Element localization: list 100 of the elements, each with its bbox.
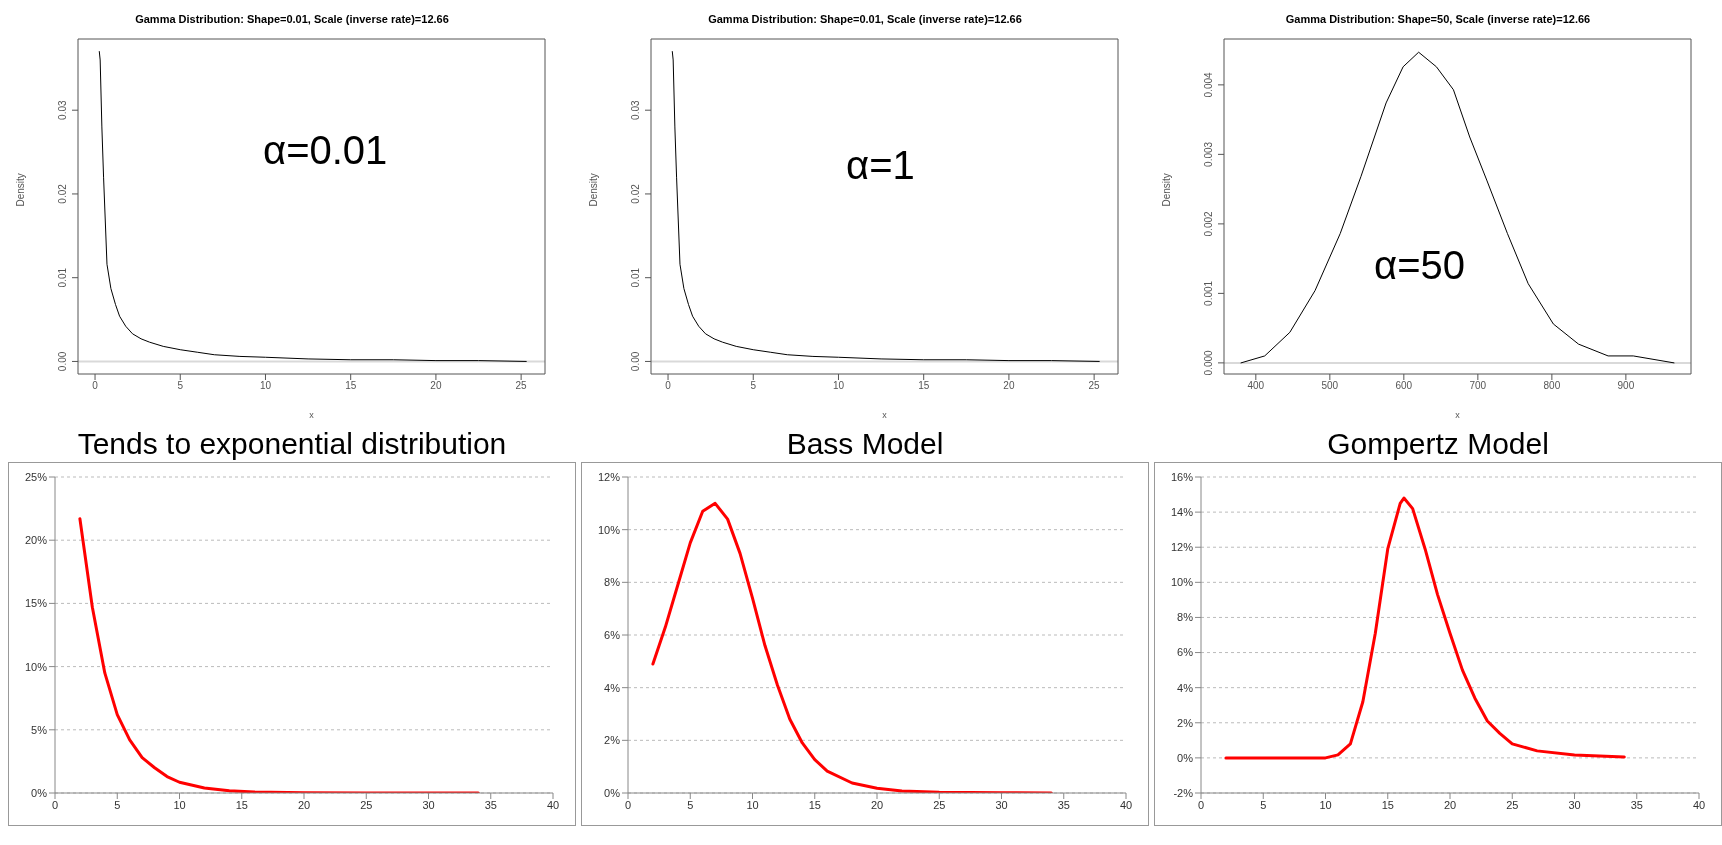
x-tick-label: 30 [422,798,435,811]
y-axis-title: Density [1160,173,1172,207]
chart-title: Tends to exponential distribution [76,426,508,462]
x-tick-label: 700 [1469,380,1487,392]
y-tick-label: 12% [597,470,621,483]
x-tick-label: 40 [546,798,560,811]
y-tick-label: 15% [24,597,48,610]
x-tick-label: 20 [297,798,311,811]
x-tick-label: 15 [345,380,357,392]
line-series [651,501,1053,793]
x-tick-label: 5 [1260,798,1267,811]
x-tick-label: 0 [1197,798,1205,811]
y-tick-label: 0% [1177,751,1194,764]
y-tick-label: 14% [1170,506,1194,519]
x-tick-label: 5 [177,380,184,392]
y-tick-label: 0.02 [630,183,641,204]
y-tick-label: 0.01 [630,267,641,288]
x-tick-label: 500 [1321,380,1339,392]
x-tick-label: 10 [746,798,759,811]
y-tick-label: 0.00 [630,351,641,372]
x-tick-label: 15 [918,380,930,392]
y-tick-label: 0.002 [1203,210,1214,237]
x-tick-label: 0 [51,798,59,811]
x-tick-label: 20 [430,380,442,392]
line-series [98,51,527,362]
y-tick-label: 25% [24,470,48,483]
y-tick-label: 0.03 [630,100,641,120]
y-tick-label: 6% [604,628,621,641]
x-tick-label: 10 [832,380,845,392]
x-tick-label: 20 [1443,798,1457,811]
x-tick-label: 10 [173,798,186,811]
x-tick-label: 40 [1692,798,1706,811]
x-tick-label: 20 [1003,380,1015,392]
x-tick-label: 10 [1319,798,1332,811]
x-tick-label: 400 [1247,380,1265,392]
y-tick-label: 5% [31,723,48,736]
y-tick-label: 10% [1170,576,1194,589]
x-axis-title: x [1455,410,1461,420]
line-series [671,51,1100,362]
y-axis-title: Density [14,173,26,207]
x-tick-label: 25 [1088,380,1101,392]
x-tick-label: 40 [1119,798,1133,811]
x-tick-label: 5 [687,798,694,811]
chart-title: Gamma Distribution: Shape=50, Scale (inverse rate)=12.66 [1284,12,1592,27]
x-tick-label: 15 [1381,798,1394,811]
line-series [1240,51,1675,364]
x-tick-label: 25 [515,380,528,392]
x-tick-label: 25 [933,798,946,811]
y-tick-label: 4% [1177,681,1194,694]
y-tick-label: 0.001 [1203,280,1214,306]
x-tick-label: 10 [259,380,272,392]
x-tick-label: 5 [750,380,757,392]
y-tick-label: 0.03 [57,100,68,120]
y-tick-label: 10% [597,523,621,536]
x-axis-title: x [882,410,888,420]
y-tick-label: 12% [1170,541,1194,554]
y-tick-label: 6% [1177,646,1194,659]
x-tick-label: 30 [995,798,1008,811]
x-tick-label: 0 [624,798,632,811]
x-tick-label: 30 [1568,798,1581,811]
x-tick-label: 25 [1506,798,1519,811]
x-tick-label: 900 [1617,380,1635,392]
y-tick-label: 2% [604,734,621,747]
line-series [1224,496,1626,760]
chart-title: Bass Model [785,426,945,462]
y-tick-label: -2% [1173,786,1194,799]
x-tick-label: 15 [235,798,248,811]
x-tick-label: 15 [808,798,821,811]
y-tick-label: 2% [1177,716,1194,729]
y-tick-label: 16% [1170,470,1194,483]
x-tick-label: 20 [870,798,884,811]
y-tick-label: 0.000 [1203,349,1214,376]
x-tick-label: 35 [1630,798,1643,811]
y-tick-label: 0.004 [1203,71,1214,98]
x-tick-label: 600 [1395,380,1413,392]
y-tick-label: 20% [24,534,48,547]
y-tick-label: 0% [604,786,621,799]
y-tick-label: 0.02 [57,183,68,204]
x-tick-label: 35 [1057,798,1070,811]
y-tick-label: 0.01 [57,267,68,288]
chart-title: Gompertz Model [1326,426,1550,462]
x-tick-label: 0 [92,380,99,392]
x-tick-label: 0 [665,380,672,392]
x-tick-label: 35 [484,798,497,811]
chart-title: Gamma Distribution: Shape=0.01, Scale (inverse rate)=12.66 [707,12,1023,27]
x-axis-title: x [309,410,315,420]
y-tick-label: 8% [1177,611,1194,624]
y-axis-title: Density [587,173,599,207]
y-tick-label: 0% [31,786,48,799]
annotation: α=50 [1374,243,1465,288]
y-tick-label: 10% [24,660,48,673]
y-tick-label: 4% [604,681,621,694]
y-tick-label: 8% [604,576,621,589]
chart-title: Gamma Distribution: Shape=0.01, Scale (inverse rate)=12.66 [134,12,450,27]
x-tick-label: 5 [114,798,121,811]
y-tick-label: 0.003 [1203,141,1214,167]
annotation: α=1 [846,143,915,188]
x-tick-label: 800 [1543,380,1561,392]
x-tick-label: 25 [360,798,373,811]
annotation: α=0.01 [263,128,388,173]
